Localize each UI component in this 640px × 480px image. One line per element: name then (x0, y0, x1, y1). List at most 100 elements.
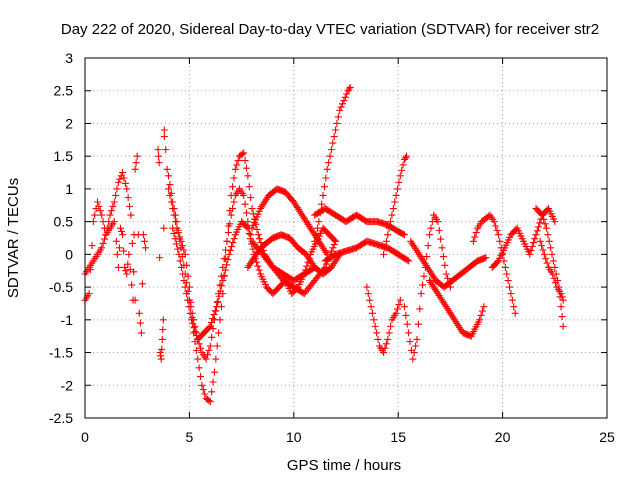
data-point-tail-22-23 (551, 263, 559, 271)
data-point-tail-22-23 (544, 231, 552, 239)
data-point-dip-arc-B (206, 342, 214, 350)
data-point-dip-arc-C (215, 292, 223, 300)
data-point-arc-early-upper (126, 202, 134, 210)
data-point-rise-to-2.5 (323, 165, 331, 173)
data-point-dip-arc-C (171, 235, 179, 243)
chart-title: Day 222 of 2020, Sidereal Day-to-day VTE… (61, 21, 599, 38)
data-point-tail-22-23 (541, 220, 549, 228)
x-tick-label: 10 (286, 429, 302, 445)
data-point-dip-arc-B (240, 191, 248, 199)
data-point-cluster-20-22 (533, 227, 541, 235)
plot-frame (84, 57, 608, 419)
y-tick-label: 3 (65, 50, 73, 66)
data-point-arc-early-upper (88, 242, 96, 250)
data-point-cluster-15-17 (416, 305, 424, 313)
x-tick-label: 20 (495, 429, 511, 445)
data-point-tail-22-23-b (551, 279, 559, 287)
data-point-cluster-15-17 (444, 274, 452, 282)
data-point-dip-arc-B (223, 237, 231, 245)
data-point-scatter-3h (158, 335, 166, 343)
data-point-dip-arc-B (242, 209, 250, 217)
data-point-tail-22-23-b (540, 250, 548, 258)
data-point-dip-arc-C (191, 328, 199, 336)
data-point-dip-arc-C (255, 266, 263, 274)
data-point-dip-18h (477, 311, 485, 319)
data-point-dip-arc-C (209, 315, 217, 323)
data-point-cluster-15-17 (424, 242, 432, 250)
data-point-dip-arc-A (205, 397, 213, 405)
data-point-rise-to-1.5 (396, 172, 404, 180)
data-point-cluster-20-22 (530, 239, 538, 247)
data-point-tail-22-23-b (543, 259, 551, 267)
y-tick-label: 0 (65, 246, 73, 262)
data-point-arc-19-20 (471, 233, 479, 241)
data-point-rise-to-2.5 (329, 139, 337, 147)
data-point-rise-to-1.5 (402, 154, 410, 162)
data-point-rise-to-2.5 (346, 83, 354, 91)
data-point-cluster-15-17 (423, 253, 431, 261)
data-point-scatter-2h (139, 231, 147, 239)
data-point-scatter-2h (128, 281, 136, 289)
data-point-dip-arc-B (197, 344, 205, 352)
data-point-dip-arc-C (330, 236, 338, 244)
data-point-dip-arc-A (208, 388, 216, 396)
data-point-cluster-15-17 (413, 335, 421, 343)
data-point-rise-to-2.5 (326, 152, 334, 160)
x-tick-label: 5 (186, 429, 194, 445)
data-point-rise-to-1.5 (381, 244, 389, 252)
data-point-dip-arc-C (300, 270, 308, 278)
data-point-dip-arc-C (246, 235, 254, 243)
data-point-cluster-15-17 (412, 342, 420, 350)
data-point-rise-to-1.5 (384, 231, 392, 239)
data-point-dip-arc-A (329, 244, 337, 252)
data-point-dip-arc-B (173, 218, 181, 226)
data-point-rise-to-2.5 (341, 93, 349, 101)
data-point-dip-arc-C (249, 245, 257, 253)
data-point-dip-arc-C (221, 266, 229, 274)
data-point-dip-arc-C (176, 257, 184, 265)
data-marks (81, 83, 567, 406)
data-point-scatter-2h (114, 263, 122, 271)
data-point-arc-early-upper (98, 211, 106, 219)
data-point-scatter-2h (132, 159, 140, 167)
data-point-cluster-20-22 (551, 218, 559, 226)
data-point-dip-arc-C (216, 287, 224, 295)
data-point-arc-early-upper (127, 211, 135, 219)
data-point-rise-to-2.5 (345, 85, 353, 93)
data-point-dip-arc-B (229, 205, 237, 213)
data-point-rise-to-2.5 (334, 113, 342, 121)
data-point-cluster-15-17 (419, 281, 427, 289)
data-point-dip-14h (366, 296, 374, 304)
data-point-rise-to-2.5 (327, 146, 335, 154)
data-point-dip-arc-C (180, 277, 188, 285)
data-point-rise-to-2.5 (337, 103, 345, 111)
data-point-arc-early-upper (109, 202, 117, 210)
data-point-cluster-20-22 (535, 223, 543, 231)
data-point-dip-arc-C (186, 309, 194, 317)
data-point-dip-arc-C (206, 322, 214, 330)
data-point-rise-to-2.5 (336, 106, 344, 114)
data-point-arc-19-20 (503, 270, 511, 278)
data-point-dip-14h (373, 329, 381, 337)
data-point-tail-22-23-b (558, 293, 566, 301)
data-point-scatter-2h (113, 250, 121, 258)
x-tick-label: 0 (81, 429, 89, 445)
data-point-dip-arc-A (192, 346, 200, 354)
data-point-dip-arc-C (228, 243, 236, 251)
y-tick-label: 2.5 (54, 83, 74, 99)
data-point-dip-arc-C (303, 262, 311, 270)
data-point-dip-arc-A (163, 165, 171, 173)
data-point-rise-to-2.5 (322, 174, 330, 182)
data-point-rise-to-2.5 (311, 237, 319, 245)
data-point-cluster-15-17 (402, 311, 410, 319)
data-point-arc-early-upper (120, 174, 128, 182)
data-point-dip-arc-A (240, 149, 248, 157)
data-point-tail-22-23 (537, 210, 545, 218)
data-point-scatter-2h (112, 237, 120, 245)
data-point-dip-14h (394, 305, 402, 313)
data-point-tail-22-23 (557, 303, 565, 311)
data-point-dip-arc-B (216, 281, 224, 289)
data-point-dip-18h (476, 316, 484, 324)
data-point-arc-early-upper (95, 202, 103, 210)
data-point-dip-arc-C (190, 324, 198, 332)
